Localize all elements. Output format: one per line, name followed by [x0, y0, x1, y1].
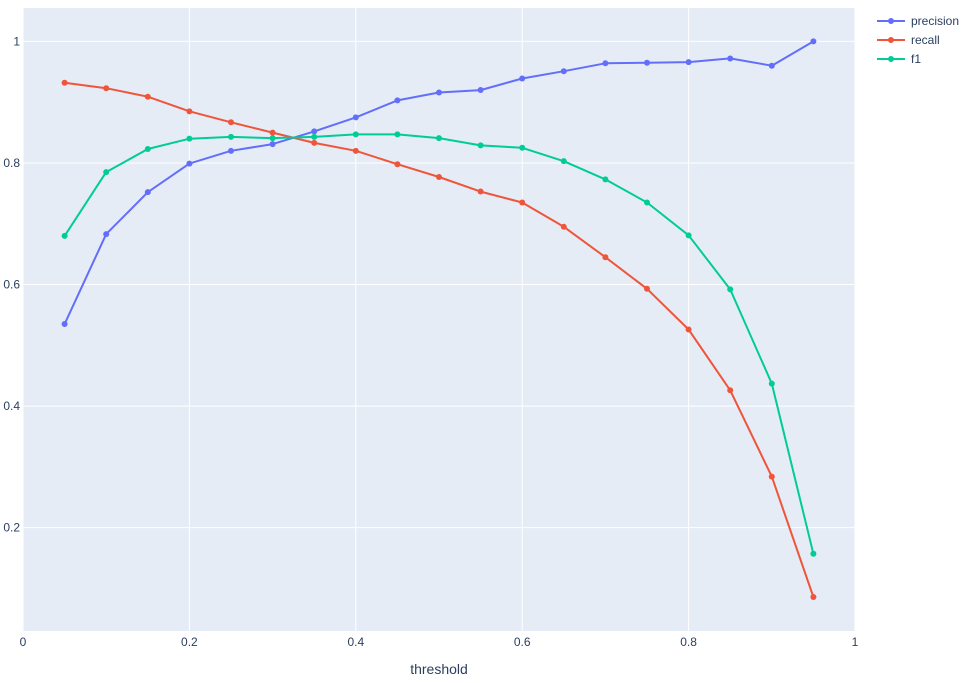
- precision-point: [810, 38, 817, 45]
- legend-label: recall: [911, 33, 940, 47]
- precision-point: [727, 55, 734, 62]
- x-tick-label: 0.6: [514, 635, 531, 649]
- f1-point: [519, 144, 526, 151]
- y-tick-label: 0.6: [3, 278, 20, 292]
- f1-point: [269, 135, 276, 142]
- recall-point: [602, 254, 609, 261]
- y-tick-label: 0.4: [3, 399, 20, 413]
- recall-point: [311, 139, 318, 146]
- f1-point: [144, 146, 151, 153]
- precision-point: [394, 97, 401, 104]
- x-tick-label: 0.4: [347, 635, 364, 649]
- recall-point: [810, 593, 817, 600]
- recall-point: [644, 285, 650, 292]
- f1-point: [727, 286, 734, 293]
- x-axis-title: threshold: [410, 661, 468, 677]
- precision-point: [269, 141, 276, 148]
- f1-point: [768, 380, 775, 387]
- recall-point: [477, 188, 484, 195]
- precision-point: [228, 147, 234, 154]
- plot-background: [23, 8, 855, 631]
- y-tick-label: 1: [13, 34, 20, 48]
- recall-point: [144, 93, 151, 100]
- legend-item-recall[interactable]: recall: [877, 33, 940, 47]
- recall-point: [685, 326, 692, 333]
- y-tick-label: 0.8: [3, 156, 20, 170]
- f1-point: [560, 158, 567, 165]
- series-layer: [61, 38, 817, 600]
- f1-point: [436, 135, 442, 142]
- recall-point: [768, 473, 775, 480]
- recall-point: [352, 147, 359, 154]
- precision-point: [352, 114, 359, 121]
- series-f1: [61, 131, 817, 557]
- f1-point: [228, 133, 234, 140]
- x-tick-label: 0.2: [181, 635, 198, 649]
- legend-label: precision: [911, 14, 959, 28]
- precision-point: [436, 89, 442, 96]
- f1-point: [352, 131, 359, 138]
- precision-point: [186, 160, 193, 167]
- precision-point: [144, 189, 151, 196]
- series-precision: [61, 38, 817, 328]
- recall-point: [269, 129, 276, 136]
- y-tick-label: 0.2: [3, 521, 20, 535]
- precision-point: [61, 321, 68, 328]
- f1-point: [685, 232, 692, 239]
- x-tick-label: 0.8: [680, 635, 697, 649]
- precision-point: [477, 87, 484, 94]
- f1-point: [810, 550, 817, 557]
- precision-point: [311, 128, 318, 135]
- f1-point: [103, 169, 110, 176]
- f1-point: [477, 142, 484, 149]
- recall-point: [727, 387, 734, 394]
- recall-point: [61, 79, 68, 86]
- recall-point: [519, 199, 526, 206]
- legend-swatch-marker: [888, 56, 894, 62]
- x-tick-label: 1: [852, 635, 859, 649]
- legend-swatch-marker: [888, 18, 894, 24]
- recall-point: [436, 173, 442, 180]
- precision-point: [602, 60, 609, 67]
- f1-point: [602, 176, 609, 183]
- x-tick-label: 0: [20, 635, 27, 649]
- precision-point: [768, 62, 775, 69]
- f1-point: [186, 135, 193, 142]
- recall-point: [103, 85, 110, 92]
- x-axis-ticks: 0 0.2 0.4 0.6 0.8 1: [20, 635, 859, 649]
- f1-point: [311, 133, 318, 140]
- f1-point: [61, 232, 68, 239]
- precision-point: [685, 59, 692, 66]
- legend[interactable]: precision recall f1: [877, 14, 959, 66]
- y-axis-ticks: 0.2 0.4 0.6 0.8 1: [3, 34, 20, 534]
- legend-item-precision[interactable]: precision: [877, 14, 959, 28]
- series-recall: [61, 79, 817, 600]
- precision-point: [519, 75, 526, 82]
- legend-label: f1: [911, 52, 921, 66]
- precision-point: [644, 59, 650, 66]
- f1-point: [394, 131, 401, 138]
- precision-point: [560, 68, 567, 75]
- recall-point: [186, 108, 193, 115]
- legend-item-f1[interactable]: f1: [877, 52, 921, 66]
- precision-point: [103, 231, 110, 238]
- legend-swatch-marker: [888, 37, 894, 43]
- f1-point: [644, 199, 650, 206]
- recall-point: [394, 161, 401, 168]
- recall-point: [228, 119, 234, 126]
- recall-point: [560, 223, 567, 230]
